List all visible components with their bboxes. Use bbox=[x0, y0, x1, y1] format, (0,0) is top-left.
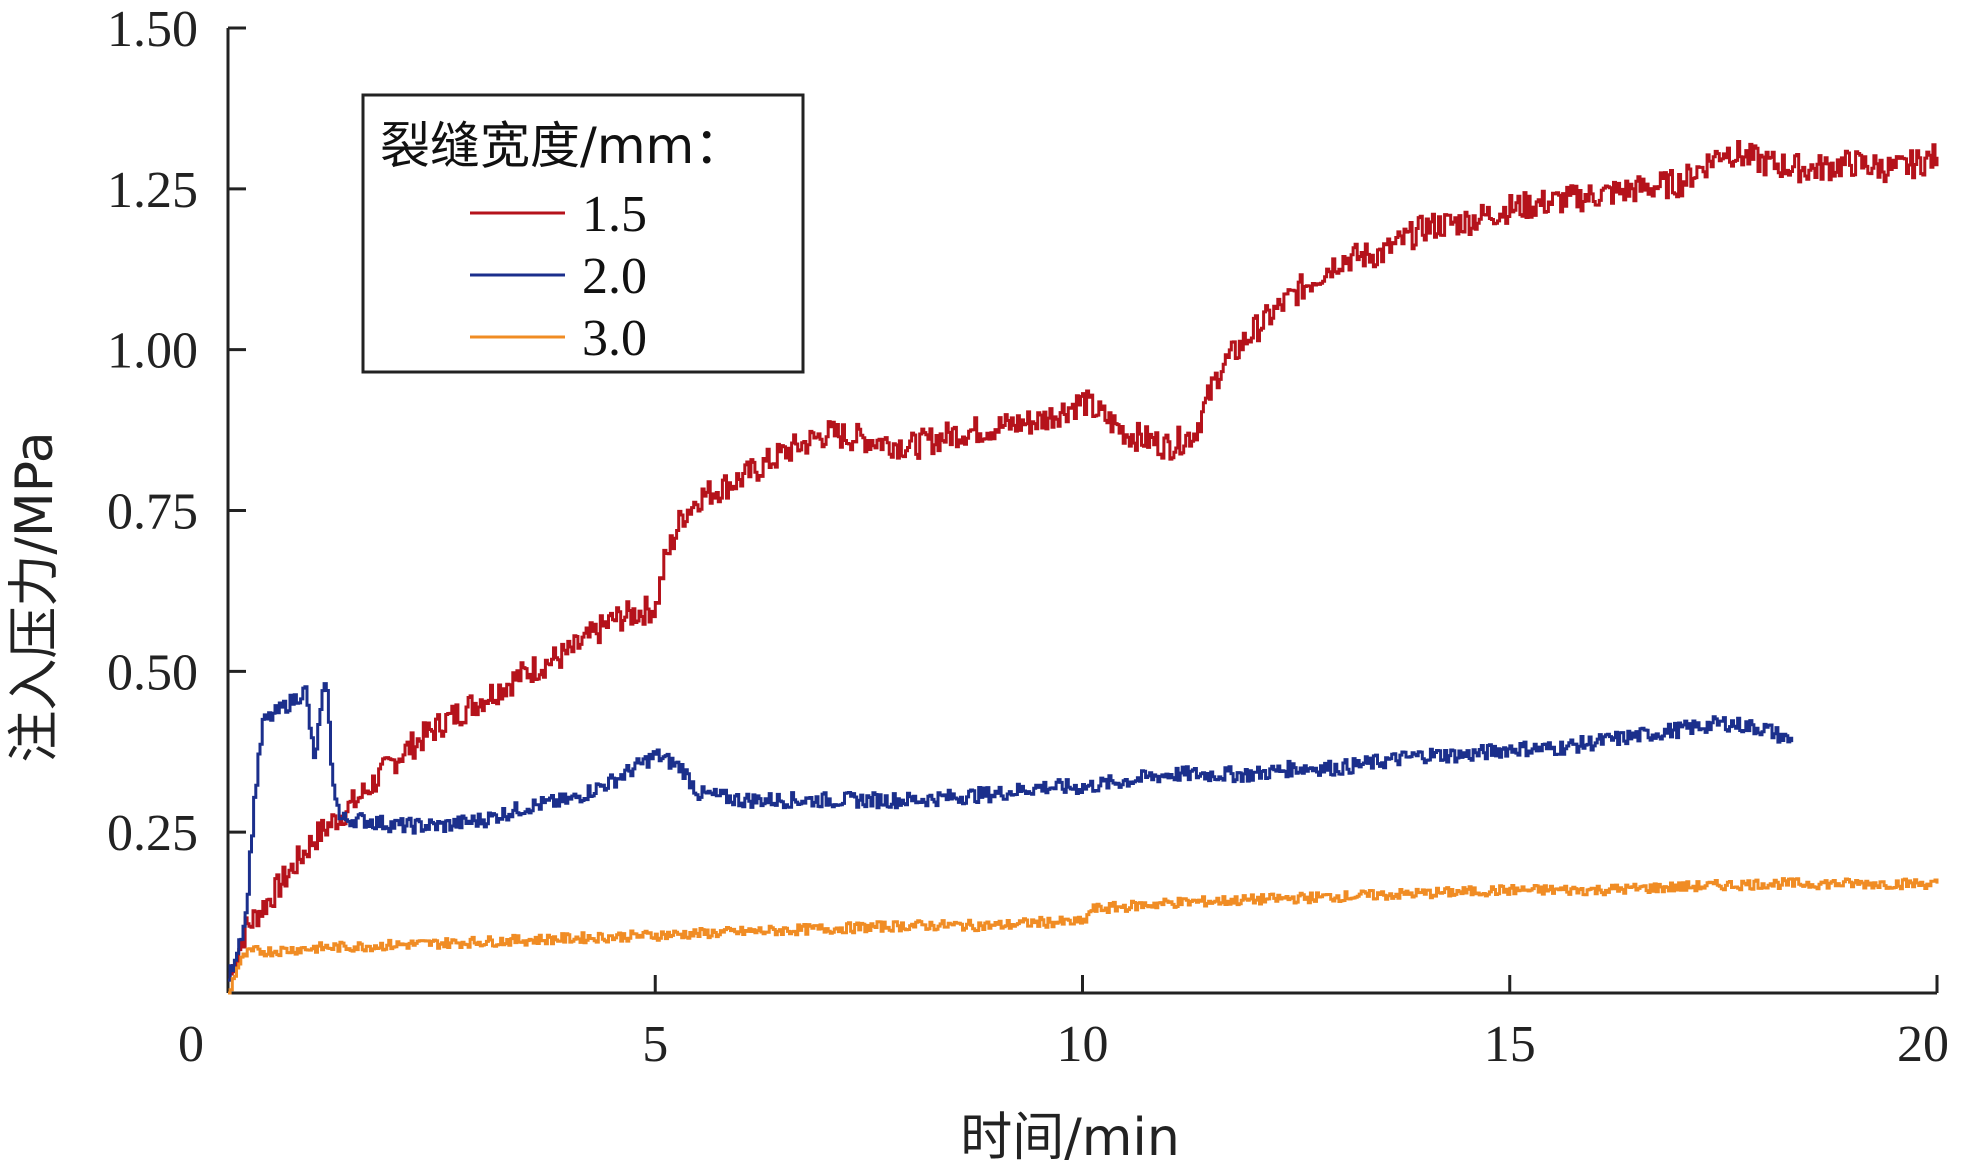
y-axis-label: 注入压力/MPa bbox=[5, 431, 65, 762]
y-tick-label: 1.00 bbox=[107, 323, 198, 380]
x-tick-label: 0 bbox=[178, 1016, 204, 1073]
x-axis-label: 时间/min bbox=[960, 1108, 1180, 1168]
legend-title: 裂缝宽度/mm： bbox=[380, 117, 744, 175]
legend-label-1.5: 1.5 bbox=[582, 186, 647, 243]
y-tick-label: 1.50 bbox=[107, 1, 198, 58]
series-lines bbox=[228, 140, 1939, 995]
y-tick-label: 0.75 bbox=[107, 484, 198, 541]
legend-box bbox=[361, 93, 805, 374]
legend-label-2.0: 2.0 bbox=[582, 248, 647, 305]
y-tick-label: 1.25 bbox=[107, 162, 198, 219]
legend: 裂缝宽度/mm： 1.52.03.0 bbox=[361, 93, 805, 374]
x-tick-label: 20 bbox=[1897, 1016, 1949, 1073]
series-line-1.5 bbox=[228, 140, 1939, 982]
axes: 0.25 0.50 0.75 1.00 1.25 1.50 0 5 10 15 20 bbox=[107, 1, 1949, 1073]
legend-label-3.0: 3.0 bbox=[582, 310, 647, 367]
legend-items: 1.52.03.0 bbox=[470, 186, 647, 367]
series-line-2.0 bbox=[228, 682, 1794, 982]
y-tick-label: 0.50 bbox=[107, 644, 198, 701]
x-tick-label: 15 bbox=[1484, 1016, 1536, 1073]
series-line-3.0 bbox=[228, 877, 1939, 995]
y-tick-label: 0.25 bbox=[107, 805, 198, 862]
x-tick-label: 5 bbox=[642, 1016, 668, 1073]
x-tick-label: 10 bbox=[1057, 1016, 1109, 1073]
